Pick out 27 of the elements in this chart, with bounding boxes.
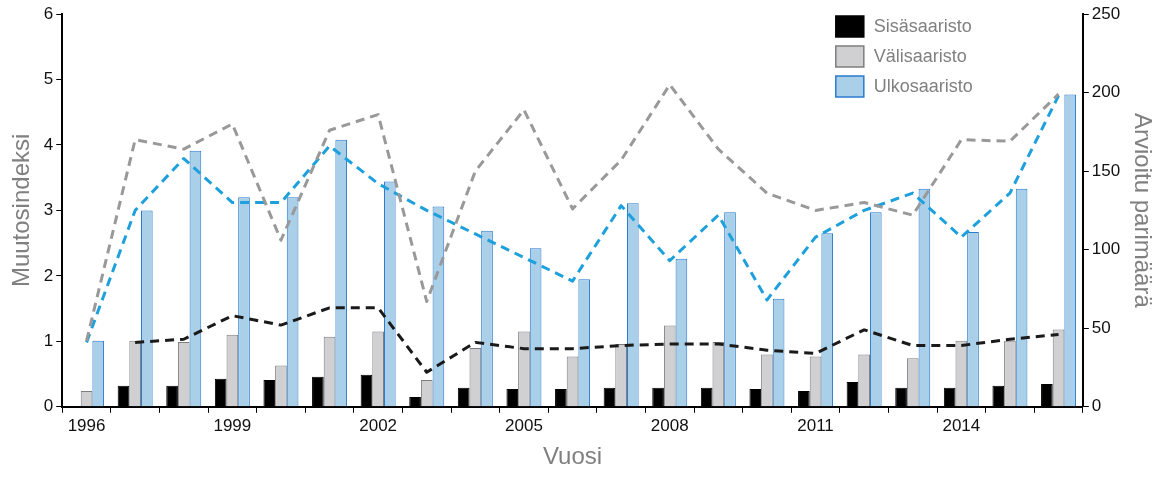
- y2-tick-label: 50: [1091, 317, 1111, 337]
- y-tick-label: 1: [43, 331, 54, 351]
- legend-label: Sisäsaaristo: [873, 15, 972, 36]
- y-tick-label: 6: [43, 3, 54, 23]
- y2-tick-label: 250: [1091, 3, 1121, 23]
- legend-label: Ulkosaaristo: [873, 75, 973, 96]
- y-tick-label: 3: [43, 200, 54, 220]
- x-tick-label: 2011: [797, 415, 834, 435]
- y-tick-label: 0: [43, 396, 54, 416]
- line-series: [133, 306, 1061, 374]
- x-tick-label: 2005: [505, 415, 543, 435]
- y2-tick-label: 150: [1091, 160, 1121, 180]
- y-tick-label: 2: [43, 265, 54, 285]
- y2-tick-label: 100: [1091, 239, 1121, 259]
- y-tick-label: 5: [43, 69, 54, 89]
- x-tick-label: 2008: [650, 415, 689, 435]
- x-tick-label: 2014: [942, 415, 981, 435]
- y-axis-title: Muutosindeksi: [7, 133, 35, 288]
- x-tick-label: 1996: [67, 415, 106, 435]
- y2-tick-label: 0: [1091, 396, 1102, 416]
- x-tick-label: 1999: [213, 415, 252, 435]
- legend-label: Välisaaristo: [873, 45, 967, 66]
- y2-tick-label: 200: [1091, 82, 1121, 102]
- x-tick-label: 2002: [359, 415, 398, 435]
- y-tick-label: 4: [43, 134, 54, 154]
- x-axis-title: Vuosi: [542, 442, 603, 470]
- y2-axis-title: Arvioitu parimäärä: [1129, 113, 1157, 309]
